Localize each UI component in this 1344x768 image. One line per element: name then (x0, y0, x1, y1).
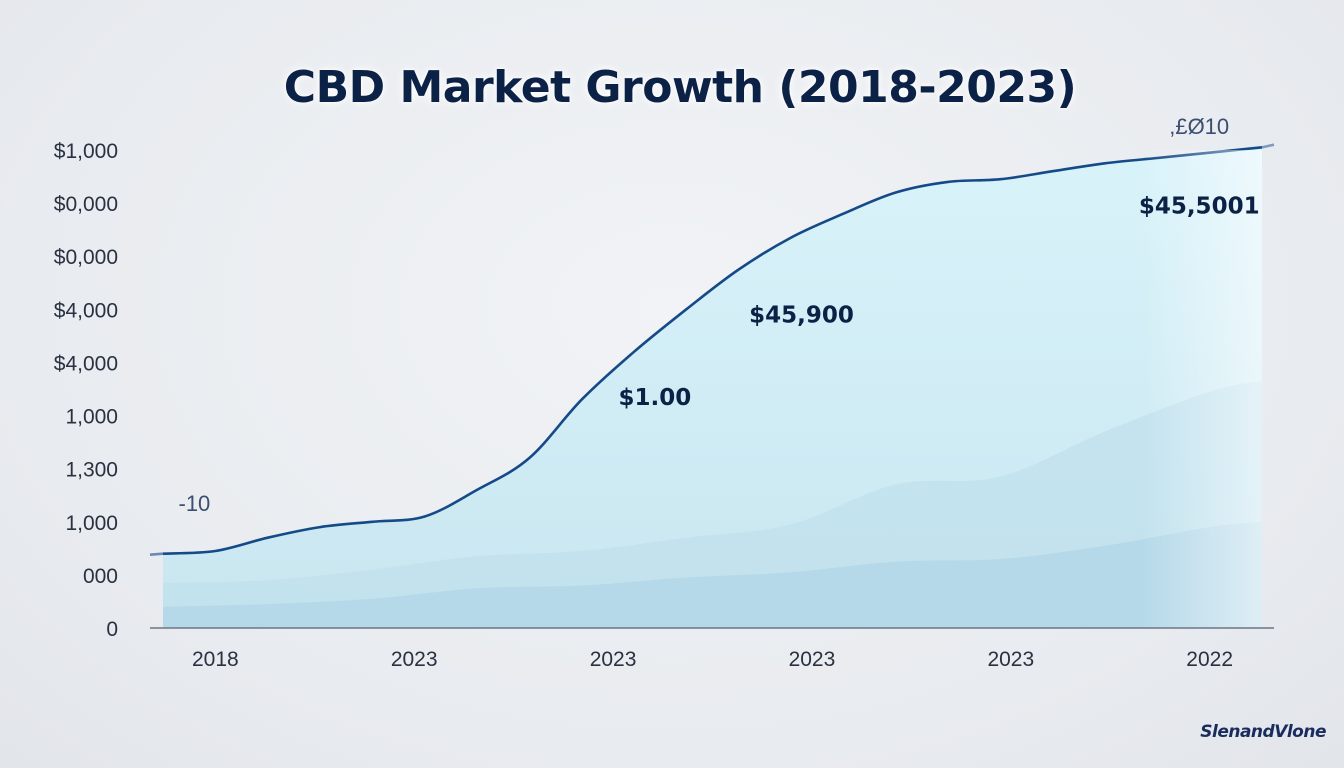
area-layers (149, 143, 1275, 629)
area-fill-3 (163, 521, 1262, 628)
y-tick-label: 0 (106, 618, 118, 641)
x-axis-ticks: 2018 2023 2023 2023 2023 2022 (192, 648, 1233, 671)
data-label: $1.00 (619, 385, 692, 411)
y-tick-label: 1,000 (65, 512, 118, 535)
series-line (162, 146, 1263, 555)
x-tick-label: 2023 (391, 648, 438, 671)
y-axis-ticks: 00001,0001,3001,000$4,000$4,000$0,000$0,… (54, 140, 118, 641)
x-tick-label: 2023 (590, 648, 637, 671)
x-tick-label: 2023 (987, 648, 1034, 671)
y-tick-label: 000 (83, 565, 118, 588)
data-label: $45,5001 (1139, 194, 1260, 220)
y-tick-label: $4,000 (54, 352, 118, 375)
chart-title: CBD Market Growth (2018-2023) (283, 62, 1077, 113)
y-tick-label: $0,000 (54, 193, 118, 216)
x-tick-label: 2023 (789, 648, 836, 671)
x-tick-label: 2018 (192, 648, 239, 671)
data-label: $45,900 (749, 303, 854, 329)
series-line-lead (149, 552, 164, 556)
end-label: ,£Ø10 (1169, 114, 1229, 139)
series-line-tail (1261, 143, 1275, 149)
right-fade (1142, 150, 1262, 628)
annotation-layer: ‑10 $1.00 $45,900 $45,5001 ,£Ø10 (179, 114, 1260, 516)
x-tick-label: 2022 (1186, 648, 1233, 671)
y-tick-label: $0,000 (54, 246, 118, 269)
y-tick-label: $1,000 (54, 140, 118, 163)
brand-watermark: SlenandVlone (1200, 722, 1326, 742)
y-tick-label: 1,300 (65, 459, 118, 482)
end-label: ‑10 (179, 491, 211, 516)
y-tick-label: $4,000 (54, 299, 118, 322)
y-tick-label: 1,000 (65, 406, 118, 429)
